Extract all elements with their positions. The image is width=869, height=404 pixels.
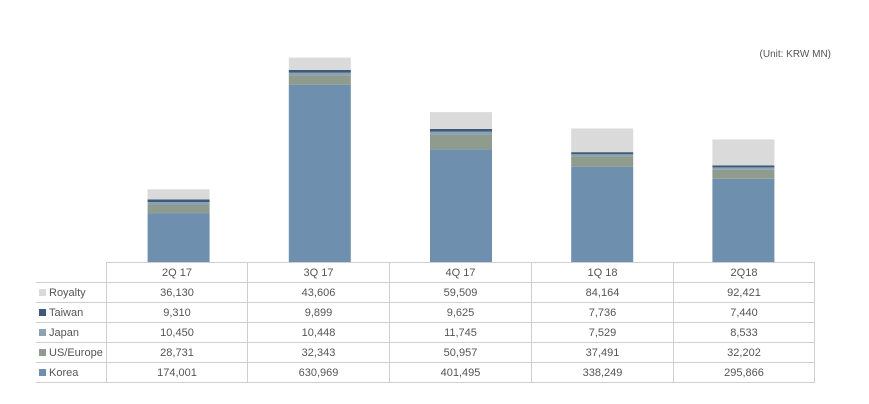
table-cell: 84,164 (531, 282, 674, 303)
stacked-bar-chart (147, 57, 775, 262)
bar-segment-taiwan (288, 69, 351, 73)
column-header: 4Q 17 (389, 262, 532, 283)
legend-swatch (39, 288, 46, 296)
legend-label: US/Europe (49, 346, 103, 359)
bar-segment-japan (571, 154, 634, 157)
bar-segment-us-europe (147, 205, 210, 214)
table-cell: 7,529 (531, 322, 674, 343)
table-cell: 174,001 (106, 362, 248, 383)
bar-segment-taiwan (147, 199, 210, 203)
bar-segment-us-europe (712, 169, 775, 179)
table-cell: 401,495 (389, 362, 532, 383)
bar-segment-us-europe (571, 156, 634, 167)
bar-segment-japan (712, 167, 775, 170)
column-header: 2Q18 (673, 262, 815, 283)
legend-label: Taiwan (49, 306, 84, 319)
table-row: US/Europe 28,731 32,343 50,957 37,491 32,202 (36, 342, 815, 363)
table-cell: 295,866 (673, 362, 815, 383)
bar-segment-korea (712, 178, 775, 262)
row-label-cell: Korea (36, 362, 107, 383)
legend-swatch (39, 308, 46, 316)
bar-segment-royalty (712, 139, 775, 166)
column-header: 2Q 17 (106, 262, 248, 283)
table-corner-cell (36, 262, 107, 283)
row-label-cell: US/Europe (36, 342, 107, 363)
bar-segment-royalty (147, 189, 210, 200)
table-cell: 10,448 (247, 322, 390, 343)
table-cell: 28,731 (106, 342, 248, 363)
table-header-row: 2Q 17 3Q 17 4Q 17 1Q 18 2Q18 (36, 262, 815, 283)
table-row: Korea 174,001 630,969 401,495 338,249 295,866 (36, 362, 815, 383)
bar-segment-korea (571, 167, 634, 262)
table-cell: 32,343 (247, 342, 390, 363)
column-header: 3Q 17 (247, 262, 390, 283)
bar-segment-royalty (571, 128, 634, 153)
table-cell: 7,736 (531, 302, 674, 323)
legend-label: Royalty (49, 286, 86, 299)
table-cell: 37,491 (531, 342, 674, 363)
table-cell: 9,899 (247, 302, 390, 323)
row-label-cell: Japan (36, 322, 107, 343)
table-cell: 630,969 (247, 362, 390, 383)
legend-swatch (39, 348, 46, 356)
table-cell: 50,957 (389, 342, 532, 363)
legend-label: Korea (49, 366, 79, 379)
table-cell: 36,130 (106, 282, 248, 303)
legend-swatch (39, 328, 46, 336)
table-row: Royalty 36,130 43,606 59,509 84,164 92,421 (36, 282, 815, 303)
table-cell: 10,450 (106, 322, 248, 343)
row-label-cell: Royalty (36, 282, 107, 303)
table-row: Japan 10,450 10,448 11,745 7,529 8,533 (36, 322, 815, 343)
bar-segment-korea (147, 213, 210, 262)
bar-segment-japan (288, 72, 351, 76)
bar-segment-taiwan (430, 128, 492, 132)
table-cell: 9,625 (389, 302, 532, 323)
bar-segment-japan (430, 131, 492, 135)
bar-segment-us-europe (430, 134, 492, 150)
data-table: 2Q 17 3Q 17 4Q 17 1Q 18 2Q18 Royalty 36,1… (36, 262, 815, 383)
table-cell: 338,249 (531, 362, 674, 383)
legend-label: Japan (49, 326, 79, 339)
unit-label: (Unit: KRW MN) (759, 49, 831, 60)
bar-segment-korea (288, 84, 351, 262)
table-cell: 11,745 (389, 322, 532, 343)
bar-segment-royalty (288, 57, 351, 70)
column-header: 1Q 18 (531, 262, 674, 283)
bar-segment-us-europe (288, 75, 351, 85)
table-cell: 7,440 (673, 302, 815, 323)
bar-segment-japan (147, 202, 210, 205)
table-cell: 8,533 (673, 322, 815, 343)
legend-swatch (39, 368, 46, 376)
table-cell: 92,421 (673, 282, 815, 303)
table-cell: 59,509 (389, 282, 532, 303)
table-cell: 9,310 (106, 302, 248, 323)
bar-segment-taiwan (712, 165, 775, 168)
table-row: Taiwan 9,310 9,899 9,625 7,736 7,440 (36, 302, 815, 323)
table-cell: 32,202 (673, 342, 815, 363)
bar-segment-taiwan (571, 152, 634, 155)
row-label-cell: Taiwan (36, 302, 107, 323)
bar-segment-royalty (430, 112, 492, 129)
bar-segment-korea (430, 149, 492, 262)
table-cell: 43,606 (247, 282, 390, 303)
